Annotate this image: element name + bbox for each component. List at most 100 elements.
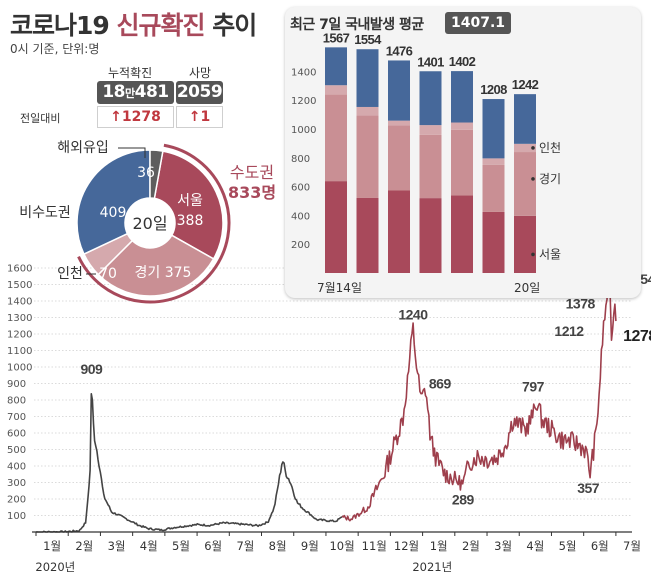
donut-slice bbox=[97, 234, 215, 297]
title-prefix: 코로나19 bbox=[10, 11, 110, 40]
x-month-label: 4월 bbox=[526, 539, 544, 553]
annotation-label: 797 bbox=[522, 378, 545, 394]
x-month-label: 9월 bbox=[301, 539, 319, 553]
bar-segment-seoul bbox=[451, 195, 473, 273]
overseas-leader bbox=[118, 147, 146, 158]
slice-label-overseas: 해외유입 bbox=[57, 140, 109, 156]
bar-segment-gyeonggi bbox=[451, 129, 473, 196]
x-month-label: 6월 bbox=[591, 539, 609, 553]
y-tick-label: 900 bbox=[7, 379, 26, 390]
bar-segment-gyeonggi bbox=[388, 125, 410, 191]
y-tick-label: 600 bbox=[7, 429, 26, 440]
x-month-label: 3월 bbox=[108, 539, 126, 553]
bar-segment-seoul bbox=[419, 198, 442, 273]
capital-region-label: 수도권 bbox=[230, 163, 274, 182]
x-month-label: 10월 bbox=[329, 539, 354, 553]
x-month-label: 4월 bbox=[140, 539, 158, 553]
weekly-average-badge: 1407.1 bbox=[445, 12, 512, 34]
x-month-label: 6월 bbox=[204, 539, 222, 553]
bar-total-label: 1208 bbox=[480, 82, 507, 97]
bar-total-label: 1402 bbox=[449, 54, 476, 69]
x-month-label: 12월 bbox=[394, 539, 419, 553]
line-chart-series bbox=[35, 257, 617, 533]
bar-y-tick-label: 800 bbox=[291, 154, 310, 165]
x-month-label: 1월 bbox=[43, 539, 61, 553]
delta-cases: ↑1278 bbox=[97, 106, 174, 128]
bar-segment-incheon bbox=[388, 120, 410, 126]
annotation-label: 1212 bbox=[554, 323, 584, 339]
year-label-2020: 2020년 bbox=[35, 560, 75, 574]
annotation-label: 909 bbox=[80, 361, 103, 377]
y-tick-label: 400 bbox=[7, 462, 26, 473]
x-month-label: 11월 bbox=[362, 539, 387, 553]
weekly-bar-chart: 200 400 600 800 1000 1200 1400 1567 1554 1476 1401… bbox=[291, 30, 561, 295]
y-tick-label: 1000 bbox=[7, 363, 32, 374]
annotation-label: 1278 bbox=[623, 328, 651, 345]
bar-segment-incheon bbox=[514, 143, 536, 153]
bar-y-tick-label: 200 bbox=[291, 240, 310, 251]
y-tick-label: 1200 bbox=[7, 330, 32, 341]
series-line-2020 bbox=[35, 393, 343, 533]
cumulative-value: 18만481 bbox=[97, 81, 174, 104]
x-month-label: 5월 bbox=[172, 539, 190, 553]
line-chart-y-axis: 100 200 300 400 500 600 700 800 900 1000 1100 1200 1… bbox=[7, 264, 32, 523]
donut-center-label: 20일 bbox=[132, 214, 167, 233]
y-tick-label: 500 bbox=[7, 445, 26, 456]
bar-segment-seoul bbox=[325, 181, 347, 273]
y-tick-label: 100 bbox=[7, 511, 26, 522]
slice-label-nonmetro: 비수도권 bbox=[19, 205, 71, 221]
line-chart-x-axis: 1월 2월 3월 4월 5월 6월 7월 8월 9월 10월 11월 12월 1월 2월 3월 4월 5월 6월 7… bbox=[32, 531, 641, 574]
bar-total-label: 1401 bbox=[417, 54, 444, 69]
y-tick-label: 1500 bbox=[7, 280, 32, 291]
bar-segment-gyeonggi bbox=[419, 134, 442, 199]
page-title: 코로나19 신규확진 추이 bbox=[10, 6, 257, 42]
bar-segment-incheon bbox=[325, 85, 347, 95]
capital-region-ring bbox=[77, 143, 231, 304]
series-label-dot bbox=[531, 252, 535, 257]
series-label-incheon: 인천 bbox=[539, 140, 561, 155]
y-tick-label: 200 bbox=[7, 495, 26, 506]
year-label-2021: 2021년 bbox=[412, 560, 452, 574]
x-month-label: 3월 bbox=[494, 539, 512, 553]
bar-segment-gyeonggi bbox=[514, 152, 536, 216]
cumulative-big: 18 bbox=[102, 82, 126, 102]
bar-segment-seoul bbox=[514, 215, 536, 273]
bar-x-label-last: 20일 bbox=[514, 281, 540, 295]
bar-segment-gyeonggi bbox=[325, 94, 347, 182]
x-month-label: 5월 bbox=[559, 539, 577, 553]
bar-segment-nonmetro bbox=[514, 94, 536, 144]
slice-value-incheon: 70 bbox=[99, 266, 117, 282]
bar-y-tick-label: 1000 bbox=[291, 125, 316, 136]
bar-segment-incheon bbox=[419, 125, 442, 135]
slice-value-nonmetro: 409 bbox=[100, 205, 127, 221]
y-tick-label: 1100 bbox=[7, 346, 32, 357]
bar-segment-nonmetro bbox=[356, 49, 379, 107]
page-subtitle: 0시 기준, 단위:명 bbox=[10, 42, 100, 56]
x-month-label: 1월 bbox=[430, 539, 448, 553]
bar-segment-incheon bbox=[356, 106, 379, 116]
bar-total-label: 1476 bbox=[386, 43, 413, 58]
bar-total-label: 1242 bbox=[512, 77, 539, 92]
bar-segment-nonmetro bbox=[325, 47, 347, 86]
x-month-label: 2월 bbox=[462, 539, 480, 553]
delta-label: 전일대비 bbox=[20, 112, 61, 125]
cumulative-rest: 481 bbox=[134, 82, 170, 102]
bar-segment-nonmetro bbox=[451, 71, 473, 123]
bar-total-label: 1567 bbox=[323, 30, 350, 45]
bar-segment-nonmetro bbox=[388, 60, 410, 121]
series-label-gyeonggi: 경기 bbox=[539, 172, 561, 186]
weekly-average-title: 최근 7일 국내발생 평균 bbox=[290, 17, 424, 33]
donut-center bbox=[126, 199, 174, 247]
slice-label-incheon: 인천 bbox=[57, 266, 83, 282]
deaths-label: 사망 bbox=[189, 66, 212, 80]
deaths-value: 2059 bbox=[176, 81, 223, 104]
bar-segment-gyeonggi bbox=[356, 115, 379, 198]
x-month-label: 8월 bbox=[269, 539, 287, 553]
bar-y-tick-label: 1400 bbox=[291, 67, 316, 78]
donut-slice bbox=[153, 150, 224, 260]
series-label-seoul: 서울 bbox=[539, 247, 561, 261]
donut-slice bbox=[76, 149, 151, 256]
bar-segment-incheon bbox=[451, 122, 473, 130]
y-tick-label: 800 bbox=[7, 396, 26, 407]
